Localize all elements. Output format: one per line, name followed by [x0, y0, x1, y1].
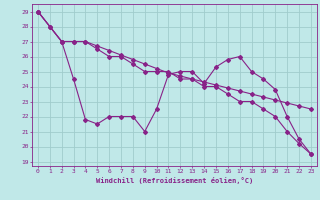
- X-axis label: Windchill (Refroidissement éolien,°C): Windchill (Refroidissement éolien,°C): [96, 177, 253, 184]
